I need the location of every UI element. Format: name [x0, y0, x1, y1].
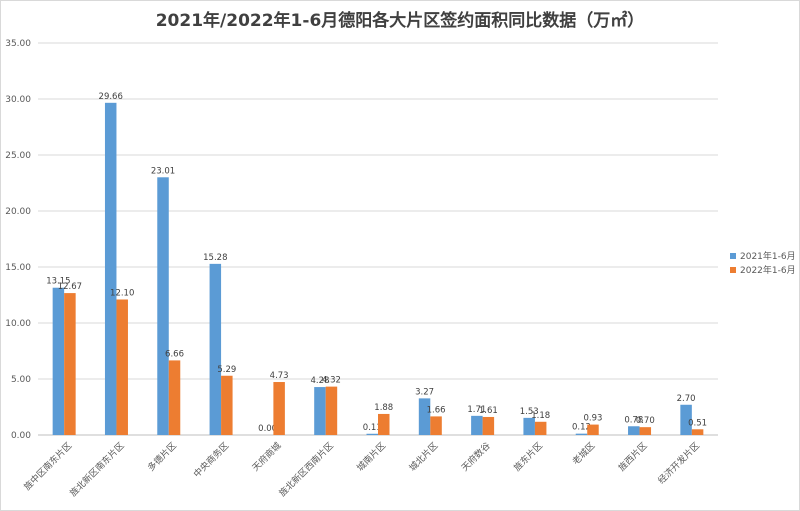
- data-label: 0.11: [363, 423, 382, 433]
- bar: [691, 429, 704, 435]
- data-label: 1.71: [467, 405, 486, 415]
- x-tick-label: 城南片区: [354, 440, 388, 474]
- x-tick-label: 天府商城: [250, 440, 284, 474]
- x-tick-label: 旌西片区: [616, 440, 650, 474]
- bar: [366, 433, 378, 435]
- legend-swatch: [730, 267, 736, 273]
- x-tick-label: 多德片区: [145, 440, 179, 474]
- data-label: 5.29: [217, 365, 236, 375]
- bar: [639, 427, 652, 435]
- bar: [482, 416, 495, 435]
- data-label: 29.66: [99, 92, 123, 102]
- x-tick-label: 旌中区南东片区: [21, 440, 74, 493]
- x-tick-label: 旌北新区西南片区: [276, 440, 335, 499]
- data-label: 4.73: [270, 371, 289, 381]
- x-tick-label: 城北片区: [406, 440, 440, 474]
- data-label: 2.70: [677, 394, 696, 404]
- x-tick-label: 天府数谷: [459, 440, 493, 474]
- data-label: 1.88: [374, 403, 393, 413]
- data-label: 1.53: [520, 407, 539, 417]
- x-tick-label: 中央商务区: [191, 440, 231, 480]
- legend-label: 2021年1-6月: [740, 250, 796, 262]
- bar: [325, 386, 338, 435]
- x-tick-label: 经济开发片区: [655, 440, 702, 487]
- bar: [221, 375, 233, 435]
- data-label: 0.00: [258, 424, 277, 434]
- y-tick-label: 20.00: [5, 207, 31, 217]
- bar: [430, 416, 442, 435]
- bar: [157, 177, 169, 435]
- x-tick-label: 旌东片区: [511, 440, 545, 474]
- bar: [209, 263, 222, 435]
- data-label: 0.12: [572, 423, 591, 433]
- bar: [628, 426, 640, 435]
- data-label: 1.66: [427, 405, 446, 415]
- legend-label: 2022年1-6月: [740, 264, 796, 276]
- legend-swatch: [730, 253, 736, 259]
- x-tick-label: 旌北新区南东片区: [67, 440, 126, 499]
- data-label: 0.51: [688, 418, 707, 428]
- bar: [104, 102, 117, 436]
- bar: [116, 299, 128, 435]
- y-tick-label: 5.00: [11, 375, 31, 385]
- data-label: 1.61: [479, 406, 498, 416]
- bar: [418, 398, 431, 435]
- data-label: 4.32: [322, 376, 341, 386]
- data-label: 3.27: [415, 387, 434, 397]
- bar: [575, 433, 588, 435]
- bar: [471, 415, 483, 435]
- x-tick-label: 老城区: [570, 440, 598, 468]
- data-label: 0.78: [624, 415, 643, 425]
- y-tick-label: 30.00: [5, 95, 31, 105]
- bar: [52, 287, 65, 435]
- y-tick-label: 15.00: [5, 263, 31, 273]
- data-label: 23.01: [151, 166, 175, 176]
- bar: [587, 424, 599, 435]
- data-label: 12.67: [58, 282, 82, 292]
- data-label: 1.18: [531, 411, 550, 421]
- bar: [378, 413, 390, 435]
- data-label: 0.70: [636, 416, 655, 426]
- data-label: 12.10: [110, 288, 134, 298]
- y-tick-label: 0.00: [11, 431, 31, 441]
- bar: [534, 421, 547, 435]
- data-label: 0.93: [584, 414, 603, 424]
- data-label: 15.28: [203, 253, 227, 263]
- data-label: 6.66: [165, 349, 184, 359]
- y-tick-label: 35.00: [5, 39, 31, 49]
- bar: [314, 387, 326, 435]
- y-tick-label: 25.00: [5, 151, 31, 161]
- chart-title: 2021年/2022年1-6月德阳各大片区签约面积同比数据（万㎡）: [155, 11, 645, 31]
- bar: [680, 404, 692, 435]
- y-tick-label: 10.00: [5, 319, 31, 329]
- data-label: 13.15: [46, 277, 70, 287]
- bar: [168, 360, 181, 435]
- bar: [523, 417, 535, 435]
- data-label: 4.28: [310, 376, 329, 386]
- bar: [273, 382, 285, 435]
- bar: [64, 293, 76, 435]
